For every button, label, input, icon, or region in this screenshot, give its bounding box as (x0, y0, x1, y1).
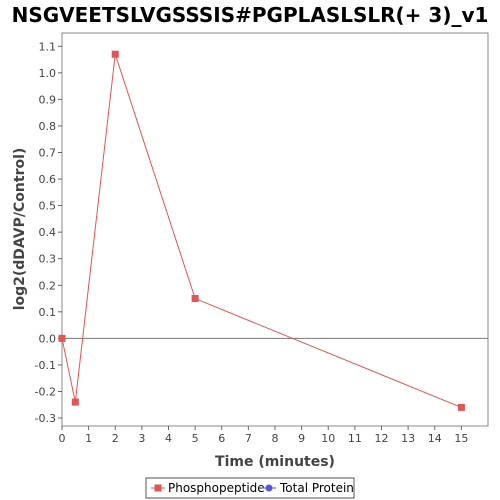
legend-item-phosphopeptide: Phosphopeptide (151, 481, 265, 495)
y-tick-label: 0.1 (39, 306, 57, 319)
data-point-phosphopeptide (58, 334, 66, 342)
y-tick-label: 0.8 (39, 120, 57, 133)
y-tick-label: 0.2 (39, 279, 57, 292)
y-tick-label: -0.1 (35, 359, 56, 372)
x-tick-label: 11 (348, 432, 362, 445)
y-tick-label: 0.9 (39, 93, 57, 106)
legend-label-total-protein: Total Protein (279, 481, 354, 495)
y-tick-label: 0.4 (39, 226, 57, 239)
x-tick-label: 12 (375, 432, 389, 445)
x-tick-label: 4 (165, 432, 172, 445)
x-tick-label: 3 (138, 432, 145, 445)
x-axis-ticks: 0 1 2 3 4 5 6 7 8 9 10 11 12 13 14 15 (59, 426, 468, 445)
legend-marker-phosphopeptide (154, 484, 162, 492)
chart-title: NSGVEETSLVGSSSIS#PGPLASLSLR(+ 3)_v1 (12, 3, 489, 27)
y-axis-label: log2(dDAVP/Control) (12, 148, 28, 311)
y-tick-label: 0.5 (39, 200, 57, 213)
y-tick-label: 1.0 (39, 67, 57, 80)
x-tick-label: 2 (112, 432, 119, 445)
y-tick-label: -0.3 (35, 412, 56, 425)
x-tick-label: 15 (454, 432, 468, 445)
y-tick-label: 0.3 (39, 253, 57, 266)
data-point-phosphopeptide (457, 403, 465, 411)
x-tick-label: 14 (428, 432, 442, 445)
y-tick-label: 0.0 (39, 332, 57, 345)
data-point-phosphopeptide (111, 50, 119, 58)
y-tick-label: 1.1 (39, 40, 57, 53)
legend: Phosphopeptide Total Protein (145, 477, 355, 499)
legend-box (145, 477, 355, 499)
x-tick-label: 9 (298, 432, 305, 445)
x-tick-label: 1 (85, 432, 92, 445)
y-axis-ticks: -0.3 -0.2 -0.1 0.0 0.1 0.2 0.3 0.4 0.5 0.6 0.7 0.8 0… (35, 40, 62, 425)
x-tick-label: 10 (321, 432, 335, 445)
x-tick-label: 6 (218, 432, 225, 445)
legend-marker-total-protein (265, 484, 273, 492)
x-tick-label: 8 (272, 432, 279, 445)
data-point-phosphopeptide (191, 295, 199, 303)
x-tick-label: 5 (192, 432, 199, 445)
y-tick-label: 0.6 (39, 173, 57, 186)
legend-label-phosphopeptide: Phosphopeptide (168, 481, 265, 495)
y-tick-label: 0.7 (39, 146, 57, 159)
y-tick-label: -0.2 (35, 385, 56, 398)
series-points (58, 50, 465, 411)
data-point-phosphopeptide (71, 398, 79, 406)
x-tick-label: 0 (59, 432, 66, 445)
legend-item-total-protein: Total Protein (262, 481, 354, 495)
plot-area (61, 32, 489, 427)
x-tick-label: 7 (245, 432, 252, 445)
x-axis-label: Time (minutes) (215, 454, 335, 470)
x-tick-label: 13 (401, 432, 415, 445)
